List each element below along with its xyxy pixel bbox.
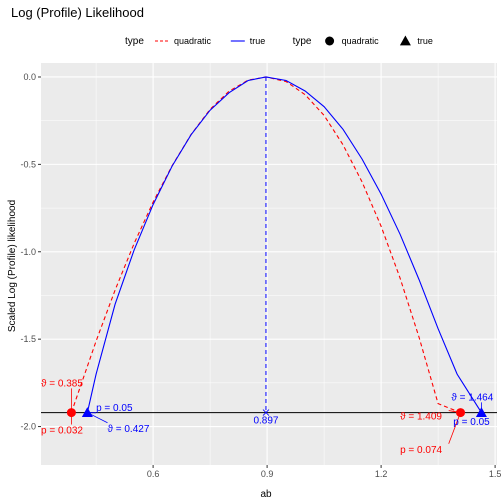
y-axis-title: Scaled Log (Profile) likelihood [7, 200, 18, 332]
legend-key-true [399, 35, 411, 46]
annotation-label: p = 0.032 [41, 426, 83, 437]
legend-label: quadratic [342, 36, 380, 46]
legend-label: true [417, 36, 433, 46]
annotation-label: p = 0.074 [400, 445, 442, 456]
annotation-label: ϑ = 0.385 [41, 378, 83, 389]
chart-title: Log (Profile) Likelihood [11, 5, 144, 20]
x-tick-label: 0.9 [261, 469, 274, 479]
x-tick-label: 1.2 [375, 469, 388, 479]
annotation-label: p = 0.05 [96, 403, 133, 414]
annotation-label: ϑ = 1.409 [400, 412, 442, 423]
y-axis: 0.0 -0.5 -1.0 -1.5 -2.0 [20, 72, 41, 432]
series-true [86, 76, 482, 413]
x-axis: 0.6 0.9 1.2 1.5 [147, 465, 502, 479]
annotations: ϑ = 0.385 p = 0.032 p = 0.05 ϑ = 0.427 ϑ = 1… [41, 378, 494, 455]
points [66, 407, 487, 418]
legend-title: type [293, 36, 312, 47]
legend-label: true [250, 36, 266, 46]
legend-label: quadratic [174, 36, 212, 46]
x-tick-label: 1.5 [489, 469, 502, 479]
legend-title: type [125, 36, 144, 47]
plot-panel [41, 63, 497, 465]
point-quadratic [66, 408, 76, 418]
y-tick-label: -1.0 [20, 247, 36, 257]
point-true [475, 407, 487, 417]
legend-key-quadratic [325, 36, 335, 46]
mle-line: 0.897 [253, 76, 279, 427]
series-lines [70, 76, 482, 414]
annotation-leader [448, 412, 461, 444]
mle-cross [262, 409, 270, 416]
x-axis-title: ab [260, 489, 272, 500]
legend: type quadratic true type quadratic true [125, 35, 433, 47]
y-tick-label: -0.5 [20, 159, 36, 169]
point-quadratic [456, 408, 466, 418]
y-tick-label: -2.0 [20, 422, 36, 432]
y-tick-label: -1.5 [20, 334, 36, 344]
point-true [81, 407, 93, 417]
annotation-label: p = 0.05 [453, 417, 490, 428]
annotation-label: ϑ = 1.464 [451, 392, 493, 403]
mle-label: 0.897 [253, 416, 278, 427]
annotation-label: ϑ = 0.427 [108, 424, 150, 435]
y-tick-label: 0.0 [23, 72, 36, 82]
x-tick-label: 0.6 [147, 469, 160, 479]
